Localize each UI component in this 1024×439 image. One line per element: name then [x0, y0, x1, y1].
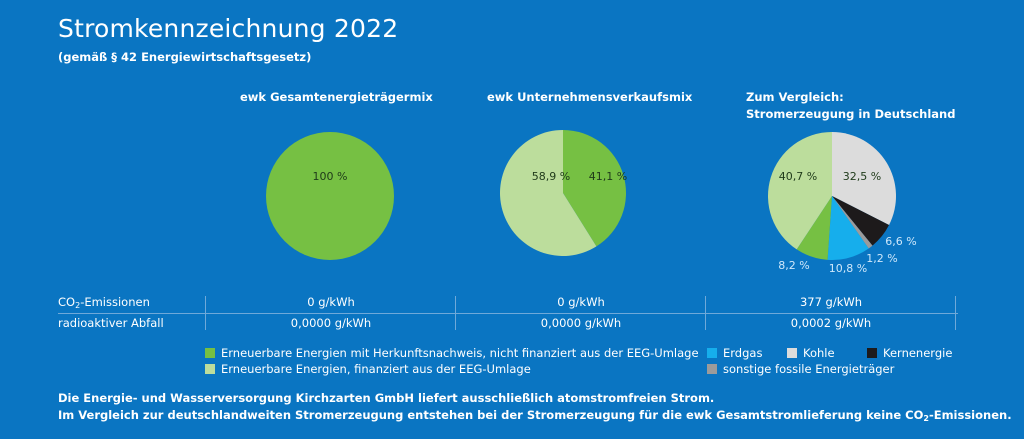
legend-swatch-erdgas	[707, 348, 717, 358]
pie-label-ee-eeg: 58,9 %	[532, 170, 570, 183]
pie-slice-ee-hkn	[266, 132, 394, 260]
legend-item-kernenergie: Kernenergie	[867, 345, 952, 361]
chart-title-deutschland: Zum Vergleich: Stromerzeugung in Deutsch…	[746, 89, 955, 123]
page-subtitle: (gemäß § 42 Energiewirtschaftsgesetz)	[58, 50, 312, 64]
legend-label-sonstige: sonstige fossile Energieträger	[723, 362, 895, 376]
pie-label-ee-eeg: 40,7 %	[779, 170, 817, 183]
pie-gesamtmix: 100 %	[266, 132, 394, 260]
pie-slice-erdgas	[827, 196, 869, 260]
co2-label-suffix: -Emissionen	[80, 295, 150, 309]
waste-value-verkaufsmix: 0,0000 g/kWh	[540, 316, 622, 330]
pie-label-kernenergie: 6,6 %	[885, 235, 916, 248]
co2-label-text: CO	[58, 295, 76, 309]
pie-label-ee-hkn: 8,2 %	[778, 259, 809, 272]
pie-deutschland: 32,5 % 6,6 % 1,2 %10,8 % 8,2 % 40,7 %	[767, 132, 917, 275]
table-divider	[58, 313, 958, 314]
co2-value-verkaufsmix: 0 g/kWh	[557, 295, 605, 309]
pie-slice-kohle	[832, 132, 896, 226]
legend-item-erdgas: Erdgas	[707, 345, 762, 361]
co2-label-subscript: 2	[75, 301, 81, 310]
pie-label-ee-hkn: 100 %	[313, 170, 348, 183]
co2-label: CO2-Emissionen	[58, 292, 150, 316]
legend-item-sonstige: sonstige fossile Energieträger	[707, 361, 894, 377]
co2-value-deutschland: 377 g/kWh	[799, 295, 863, 309]
page-title: Stromkennzeichnung 2022	[58, 14, 399, 43]
table-column-divider	[705, 296, 706, 330]
pie-slice-sonstige	[832, 196, 873, 249]
footer-line-1: Die Energie- und Wasserversorgung Kirchz…	[58, 391, 715, 405]
chart-title-deutschland-line2: Stromerzeugung in Deutschland	[746, 107, 956, 121]
pie-slice-ee-hkn	[796, 196, 832, 260]
legend-label-kernenergie: Kernenergie	[883, 346, 953, 360]
legend-label-ee-eeg: Erneuerbare Energien, finanziert aus der…	[221, 362, 531, 376]
chart-title-verkaufsmix: ewk Unternehmensverkaufsmix	[487, 90, 693, 104]
legend-label-ee-hkn: Erneuerbare Energien mit Herkunftsnachwe…	[221, 346, 699, 360]
legend-swatch-ee-hkn	[205, 348, 215, 358]
legend-label-erdgas: Erdgas	[723, 346, 763, 360]
legend-swatch-kohle	[787, 348, 797, 358]
chart-title-deutschland-line1: Zum Vergleich:	[746, 90, 844, 104]
table-column-divider	[205, 296, 206, 330]
pie-slice-ee-hkn	[563, 130, 626, 247]
pie-label-sonstige: 1,2 %	[866, 252, 897, 265]
pie-label-kohle: 32,5 %	[843, 170, 881, 183]
legend-swatch-ee-eeg	[205, 364, 215, 374]
pie-slice-ee-eeg	[499, 130, 597, 257]
legend-label-kohle: Kohle	[803, 346, 835, 360]
table-row-co2: CO2-Emissionen 0 g/kWh 0 g/kWh 377 g/kWh	[58, 292, 958, 312]
legend-item-ee-eeg: Erneuerbare Energien, finanziert aus der…	[205, 361, 531, 377]
table-column-divider	[455, 296, 456, 330]
footer-note: Die Energie- und Wasserversorgung Kirchz…	[58, 390, 1012, 427]
legend-swatch-sonstige	[707, 364, 717, 374]
waste-value-gesamtmix: 0,0000 g/kWh	[290, 316, 372, 330]
footer-line-2-text: Im Vergleich zur deutschlandweiten Strom…	[58, 408, 924, 422]
table-row-waste: radioaktiver Abfall 0,0000 g/kWh 0,0000 …	[58, 313, 958, 333]
waste-label: radioaktiver Abfall	[58, 316, 164, 330]
pie-verkaufsmix: 41,1 % 58,9 %	[499, 130, 627, 257]
legend-item-ee-hkn: Erneuerbare Energien mit Herkunftsnachwe…	[205, 345, 699, 361]
pie-label-erdgas: 10,8 %	[829, 262, 867, 275]
footer-line-2-subscript: 2	[923, 414, 929, 423]
waste-value-deutschland: 0,0002 g/kWh	[790, 316, 872, 330]
legend-swatch-kernenergie	[867, 348, 877, 358]
table-column-divider	[955, 296, 956, 330]
pie-slice-ee-eeg	[767, 132, 832, 250]
co2-value-gesamtmix: 0 g/kWh	[307, 295, 355, 309]
pie-label-ee-hkn: 41,1 %	[589, 170, 627, 183]
footer-line-2-suffix: -Emissionen.	[928, 408, 1012, 422]
chart-title-gesamtmix: ewk Gesamtenergieträgermix	[240, 90, 433, 104]
footer-line-2: Im Vergleich zur deutschlandweiten Strom…	[58, 407, 1012, 427]
legend-item-kohle: Kohle	[787, 345, 835, 361]
pie-slice-kernenergie	[832, 196, 890, 246]
